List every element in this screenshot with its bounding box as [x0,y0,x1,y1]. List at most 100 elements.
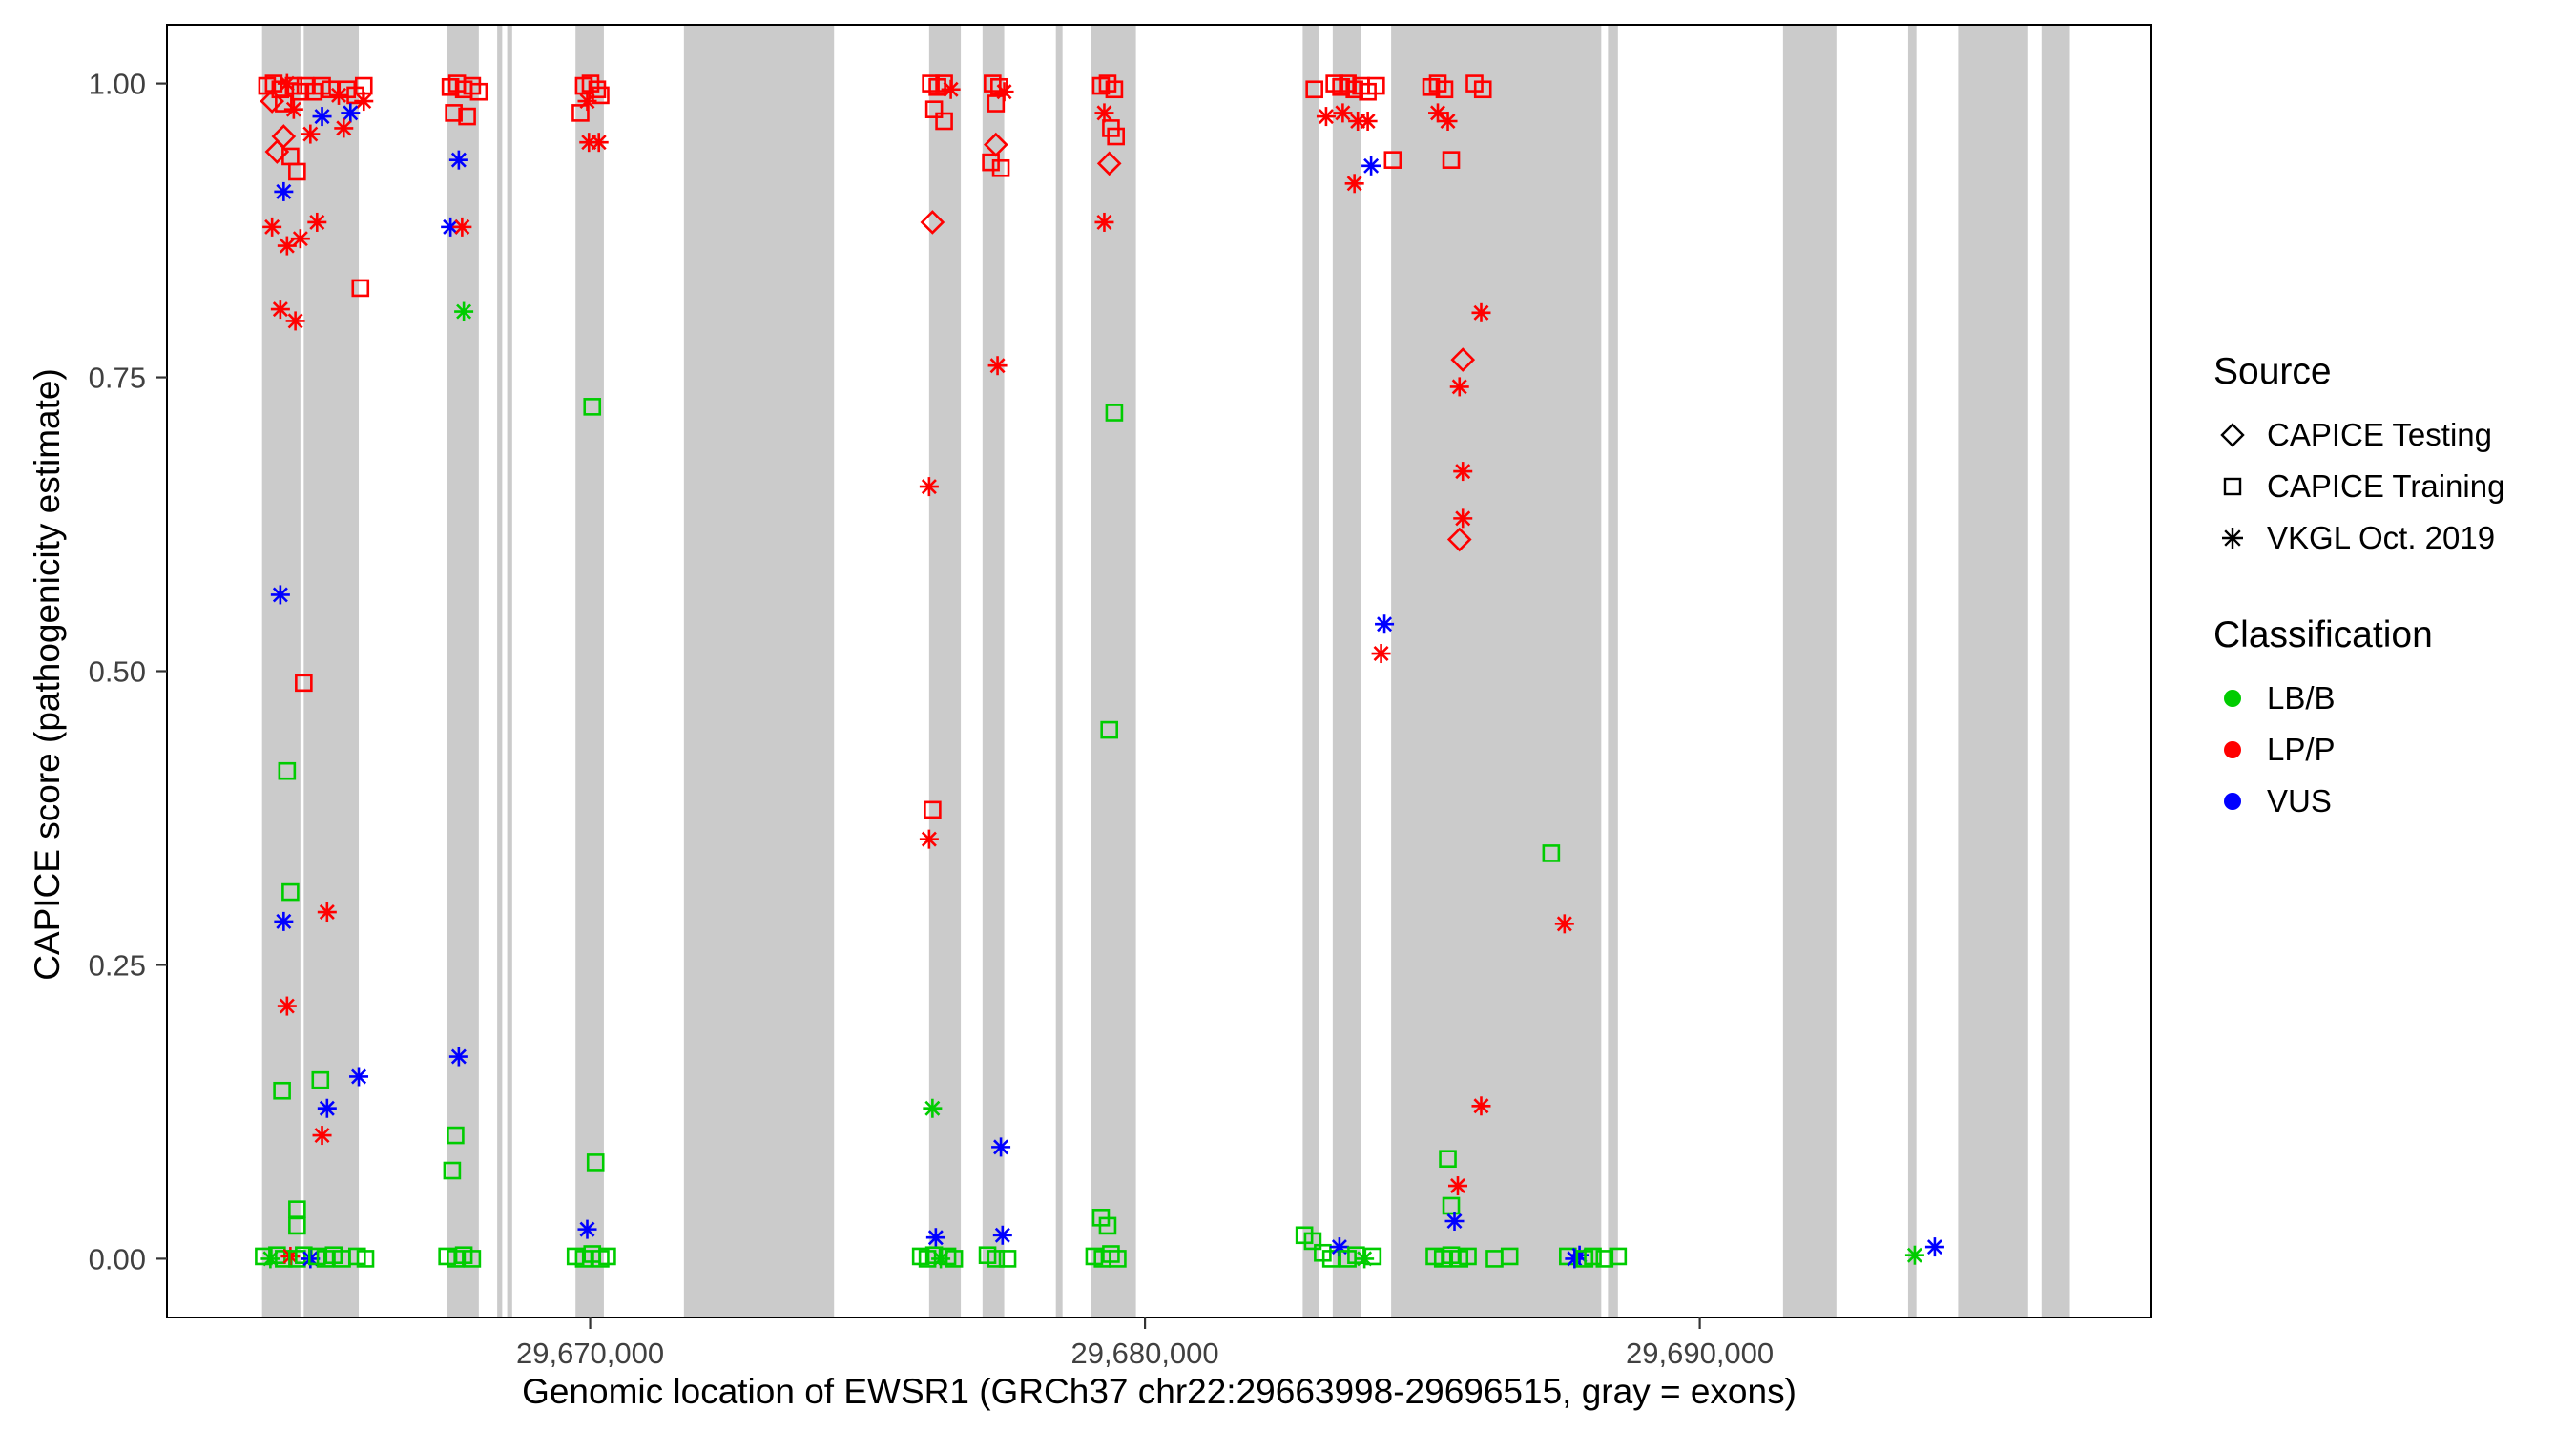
data-point [588,80,607,99]
data-point [312,1126,332,1146]
y-tick-label: 0.75 [89,362,146,395]
data-point [281,882,300,902]
data-point [452,217,472,237]
data-point [1444,1211,1465,1231]
exon-band [1782,25,1837,1317]
data-point [923,1098,943,1118]
data-point [1924,1237,1944,1257]
data-point [317,1098,337,1118]
data-point [1100,720,1118,739]
exon-band [507,25,512,1317]
data-point [924,100,944,118]
data-point [277,996,297,1016]
data-point [1459,1247,1477,1266]
data-point [274,181,294,201]
data-point [1316,107,1336,127]
y-tick-label: 1.00 [89,68,146,101]
data-point [463,1250,482,1268]
legend-label: CAPICE Training [2267,468,2505,504]
data-point [1439,1150,1457,1169]
data-point [1333,103,1353,123]
data-point [311,1070,330,1089]
legend-label: VUS [2267,783,2332,819]
legend-label: CAPICE Testing [2267,417,2492,452]
data-point [1500,1247,1519,1266]
legend-item-capice-testing: CAPICE Testing [2213,416,2504,454]
data-point [987,356,1008,376]
data-point [443,1161,462,1180]
data-point [445,104,463,122]
data-point [349,1067,369,1087]
data-point [1442,1196,1461,1215]
data-point [982,153,1000,172]
data-point [992,1225,1012,1245]
legend-item-capice-training: CAPICE Training [2213,467,2504,506]
legend: Source CAPICE Testing CAPICE Training [2213,351,2504,820]
data-point [270,585,290,605]
exon-band [982,25,1005,1317]
data-point [1435,80,1454,99]
data-point [1367,76,1385,95]
x-tick-label: 29,690,000 [1626,1337,1774,1370]
data-point [1453,508,1473,529]
data-point [274,911,294,931]
data-point [1303,1232,1322,1251]
data-point [1450,347,1476,372]
data-point [317,902,337,923]
diamond-icon [2213,416,2252,454]
data-point [1584,1247,1602,1266]
data-point [1595,1250,1614,1268]
data-point [935,112,953,131]
data-point [586,1153,605,1172]
data-point [354,76,373,95]
blue-dot-icon [2213,782,2252,820]
data-point [925,1228,945,1248]
data-point [262,217,282,237]
exon-band [928,25,962,1317]
legend-source: Source CAPICE Testing CAPICE Training [2213,351,2504,557]
data-point [1904,1245,1924,1265]
data-point [1609,1247,1628,1266]
data-points [255,73,1944,1269]
data-point [1098,1216,1117,1235]
data-point [291,82,310,101]
data-point [589,133,609,153]
data-point [1094,103,1114,123]
data-point [312,107,332,127]
data-point [454,301,474,321]
exon-band [1391,25,1602,1317]
data-point [278,761,297,780]
data-point [351,279,370,298]
exon-band [447,25,479,1317]
data-point [458,107,476,126]
data-point [919,477,939,497]
y-tick-label: 0.50 [89,655,146,689]
legend-label: LB/B [2267,680,2336,716]
x-tick-label: 29,680,000 [1071,1337,1219,1370]
data-point [277,236,297,256]
data-point [334,118,354,138]
data-point [919,829,939,849]
data-point [448,1047,468,1067]
data-point [1542,844,1561,862]
exon-band [303,25,360,1317]
data-point [290,229,310,249]
data-point [1449,377,1469,397]
y-tick-label: 0.00 [89,1242,146,1275]
data-point [1107,127,1125,146]
data-point [924,800,942,819]
x-axis-title: Genomic location of EWSR1 (GRCh37 chr22:… [522,1372,1797,1411]
data-point [1383,151,1402,169]
data-point [273,1081,291,1100]
red-dot-icon [2213,731,2252,769]
data-point [1471,1096,1491,1116]
legend-item-vkgl: VKGL Oct. 2019 [2213,519,2504,557]
data-point [920,210,945,235]
data-point [1344,174,1364,194]
exon-band [1302,25,1319,1317]
exon-band [1332,25,1361,1317]
legend-item-lbb: LB/B [2213,679,2504,717]
data-point [592,86,610,105]
y-tick-label: 0.25 [89,948,146,982]
